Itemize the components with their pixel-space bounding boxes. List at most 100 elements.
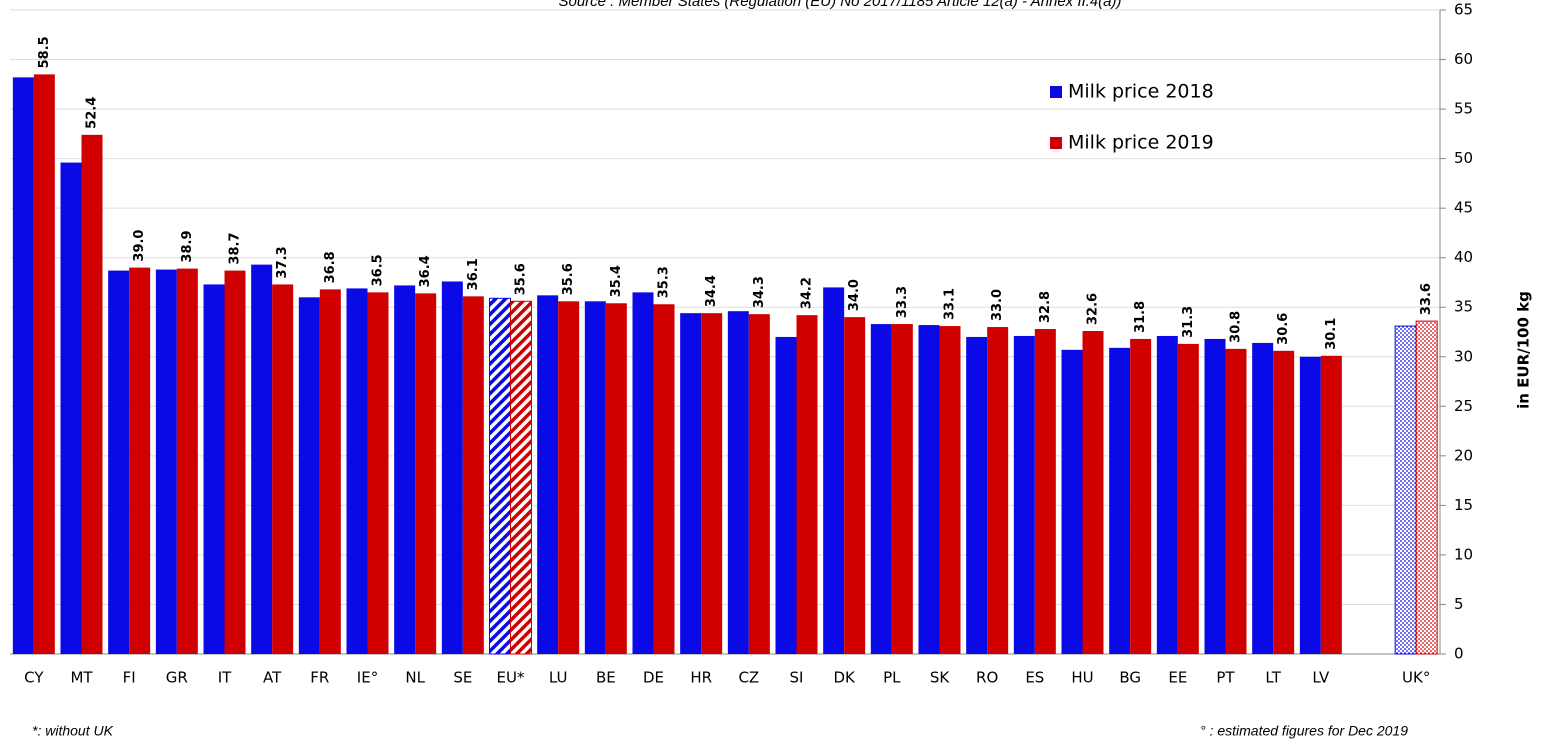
- bar: [1320, 355, 1342, 654]
- data-label: 35.4: [609, 265, 624, 297]
- x-tick-label: PT: [1216, 669, 1235, 687]
- x-tick-label: GR: [166, 669, 188, 687]
- x-tick-label: IE°: [357, 669, 378, 687]
- bar: [176, 268, 198, 654]
- bar: [870, 324, 892, 654]
- bar: [1252, 342, 1274, 654]
- bar: [1299, 356, 1321, 654]
- bar: [251, 264, 273, 654]
- bar: [558, 301, 580, 654]
- x-tick-label: FI: [123, 669, 136, 687]
- bar: [272, 284, 294, 654]
- data-label: 35.3: [657, 266, 672, 298]
- bar: [108, 270, 130, 654]
- data-label: 33.1: [943, 288, 958, 320]
- data-label: 36.5: [371, 254, 386, 286]
- bar: [823, 287, 845, 654]
- legend-label: Milk price 2018: [1068, 81, 1214, 103]
- data-label: 30.8: [1229, 311, 1244, 343]
- bar: [12, 77, 34, 654]
- x-tick-label: ES: [1025, 669, 1044, 687]
- data-label: 36.4: [418, 255, 433, 287]
- bar: [394, 285, 416, 654]
- data-label: 39.0: [132, 230, 147, 262]
- x-tick-label: HR: [690, 669, 712, 687]
- bar: [653, 304, 675, 654]
- x-tick-label: DE: [643, 669, 664, 687]
- data-label: 34.0: [847, 279, 862, 311]
- data-label: 38.7: [228, 232, 243, 264]
- x-tick-label: LV: [1312, 669, 1330, 687]
- y-tick-label: 30: [1454, 347, 1473, 365]
- x-tick-label: SI: [790, 669, 804, 687]
- bar: [918, 325, 940, 654]
- x-tick-label: LU: [549, 669, 568, 687]
- y-tick-label: 65: [1454, 1, 1473, 19]
- x-tick-label: RO: [976, 669, 998, 687]
- bar: [605, 303, 627, 654]
- y-tick-label: 15: [1454, 496, 1473, 514]
- x-tick-label: AT: [263, 669, 282, 687]
- footnote: *: without UK: [32, 723, 114, 739]
- x-tick-label: NL: [405, 669, 425, 687]
- y-tick-label: 5: [1454, 595, 1464, 613]
- data-label: 37.3: [275, 246, 290, 278]
- x-tick-label: HU: [1071, 669, 1093, 687]
- x-tick-label: SE: [453, 669, 472, 687]
- x-tick-label: IT: [218, 669, 232, 687]
- bar: [632, 292, 654, 654]
- data-label: 34.2: [800, 277, 815, 309]
- legend-swatch: [1050, 86, 1062, 98]
- bar: [33, 74, 55, 654]
- bar: [510, 300, 532, 655]
- bar: [584, 301, 606, 654]
- data-label: 58.5: [37, 36, 52, 68]
- legend-swatch: [1050, 137, 1062, 149]
- bar: [727, 311, 749, 654]
- bar: [81, 134, 103, 655]
- bar: [987, 327, 1009, 654]
- bar: [319, 289, 341, 654]
- y-tick-label: 35: [1454, 298, 1473, 316]
- data-label: 30.1: [1324, 318, 1339, 350]
- bar: [1156, 335, 1178, 654]
- x-tick-label: BE: [596, 669, 616, 687]
- data-label: 34.4: [704, 275, 719, 307]
- bar: [701, 313, 723, 654]
- bar: [1061, 349, 1083, 654]
- y-tick-label: 60: [1454, 50, 1473, 68]
- bar: [155, 269, 177, 654]
- bar: [415, 293, 437, 654]
- footnote: ° : estimated figures for Dec 2019: [1200, 723, 1408, 739]
- chart-title: Source : Member States (Regulation (EU) …: [558, 0, 1121, 10]
- data-label: 33.0: [990, 289, 1005, 321]
- x-tick-label: EE: [1168, 669, 1187, 687]
- x-tick-label: CY: [24, 669, 44, 687]
- data-label: 36.8: [323, 251, 338, 283]
- y-tick-label: 55: [1454, 100, 1473, 118]
- bar: [489, 297, 511, 655]
- bar: [775, 336, 797, 654]
- data-label: 31.3: [1181, 306, 1196, 338]
- data-label: 35.6: [514, 263, 529, 295]
- bar: [129, 267, 151, 654]
- bar: [346, 288, 368, 654]
- bar: [1415, 320, 1438, 655]
- data-label: 34.3: [752, 276, 767, 308]
- y-tick-label: 50: [1454, 149, 1473, 167]
- bar: [748, 314, 770, 654]
- x-tick-label: FR: [310, 669, 329, 687]
- legend-label: Milk price 2019: [1068, 132, 1214, 154]
- y-tick-label: 40: [1454, 248, 1473, 266]
- bar: [1394, 325, 1417, 655]
- bar: [367, 292, 389, 654]
- bar: [796, 315, 818, 654]
- bar: [462, 296, 484, 654]
- bar: [891, 324, 913, 654]
- data-label: 36.1: [466, 258, 481, 290]
- data-label: 32.6: [1086, 293, 1101, 325]
- bar: [1273, 350, 1295, 654]
- y-tick-label: 0: [1454, 645, 1464, 663]
- bar: [60, 162, 82, 654]
